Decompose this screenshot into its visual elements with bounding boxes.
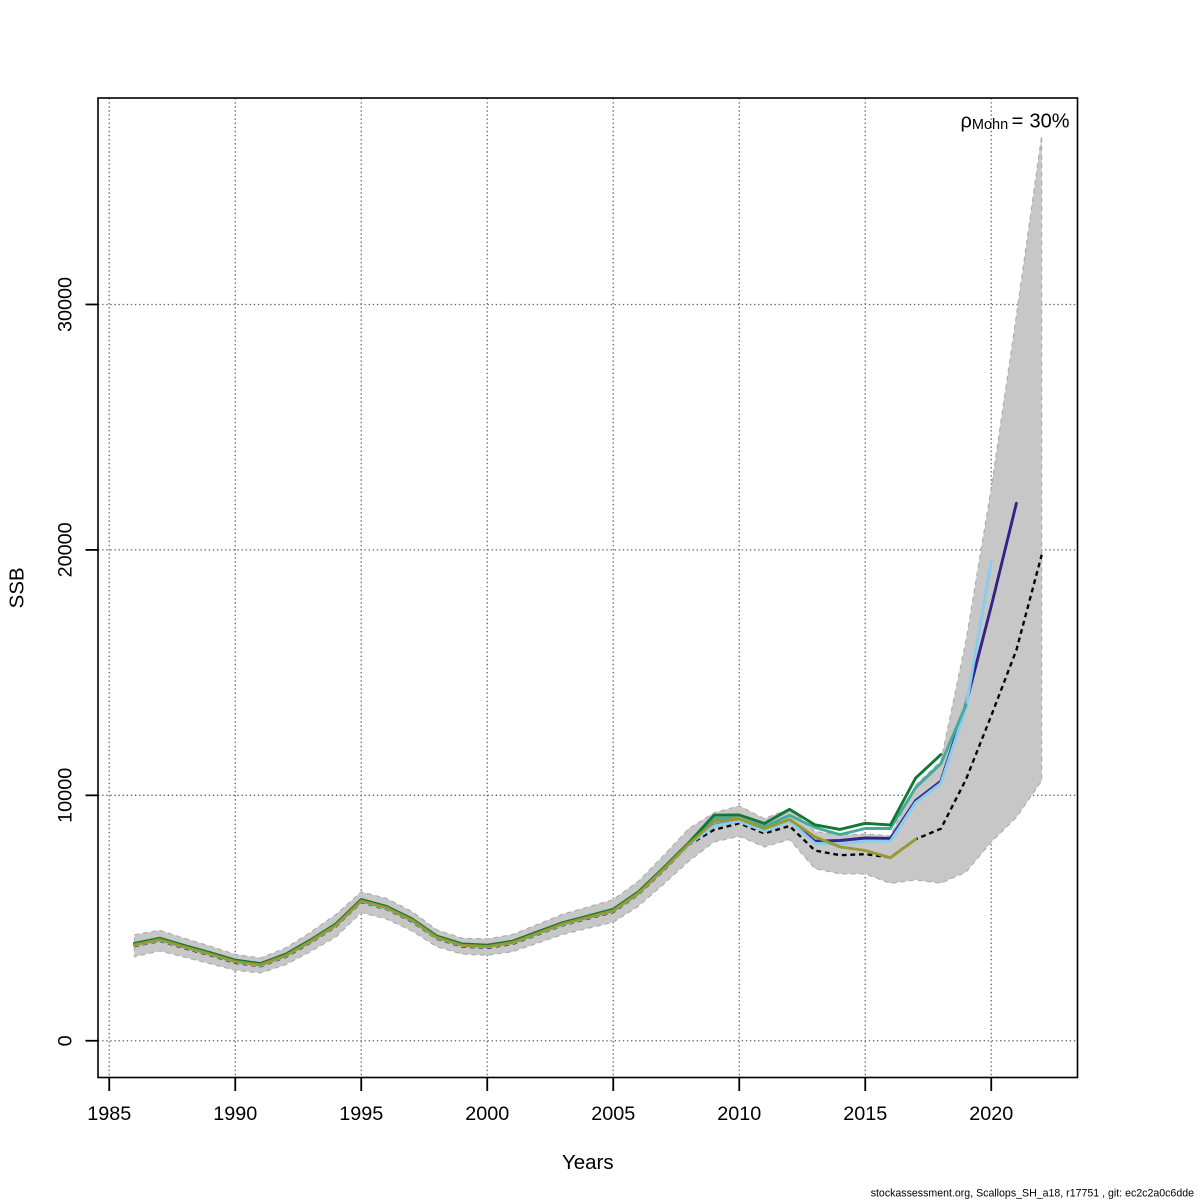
svg-text:ρMohn=30%: ρMohn = 30% <box>961 111 1070 134</box>
svg-text:10000: 10000 <box>55 768 77 823</box>
svg-text:1995: 1995 <box>339 1103 383 1125</box>
svg-text:2015: 2015 <box>843 1103 887 1125</box>
svg-text:2000: 2000 <box>465 1103 509 1125</box>
svg-text:stockassessment.org, Scallops_: stockassessment.org, Scallops_SH_a18, r1… <box>871 1188 1194 1200</box>
svg-text:1990: 1990 <box>213 1103 257 1125</box>
svg-text:30000: 30000 <box>55 277 77 332</box>
svg-text:0: 0 <box>55 1035 77 1046</box>
svg-text:Years: Years <box>562 1151 614 1174</box>
svg-text:SSB: SSB <box>6 567 29 608</box>
svg-text:2020: 2020 <box>969 1103 1013 1125</box>
svg-text:20000: 20000 <box>55 522 77 577</box>
svg-text:2010: 2010 <box>717 1103 761 1125</box>
svg-text:1985: 1985 <box>87 1103 131 1125</box>
svg-text:2005: 2005 <box>591 1103 635 1125</box>
